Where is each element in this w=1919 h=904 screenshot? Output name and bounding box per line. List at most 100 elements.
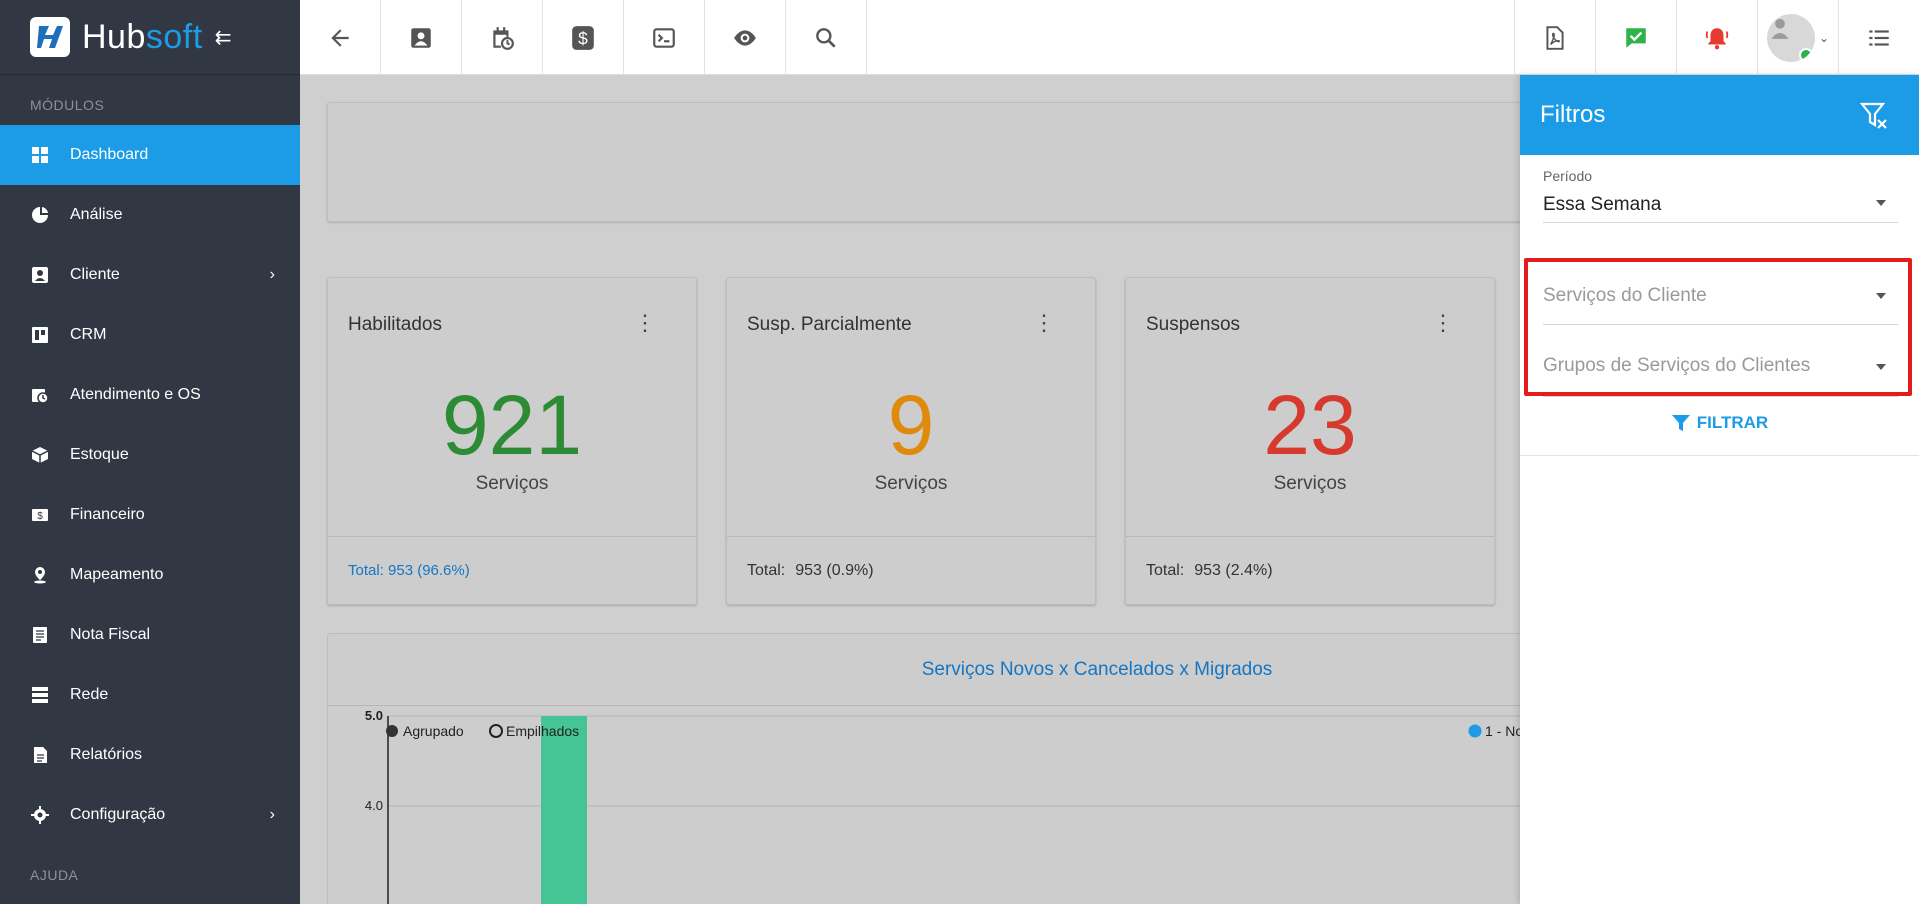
card-unit: Serviços [1273, 473, 1347, 494]
sidebar-item-label: Cliente [70, 266, 120, 283]
card-footer-link[interactable]: Total: 953 (96.6%) [348, 562, 470, 579]
y-tick-label: 4.0 [365, 798, 383, 813]
svg-text:$: $ [37, 511, 43, 522]
sidebar-item-cliente[interactable]: Cliente › [0, 245, 300, 305]
card-susp-parcialmente: Susp. Parcialmente ⋮ 9 Serviços Total: 9… [726, 277, 1096, 605]
dashboard-icon [30, 145, 50, 165]
period-select[interactable]: Período Essa Semana [1543, 168, 1898, 223]
card-footer: Total: 953 (0.9%) [727, 536, 1095, 604]
gear-icon [30, 805, 50, 825]
card-unit: Serviços [475, 473, 549, 494]
sidebar-item-estoque[interactable]: Estoque [0, 425, 300, 485]
filter-button-label: FILTRAR [1696, 413, 1769, 432]
sidebar-item-label: Estoque [70, 446, 129, 463]
hubsoft-logo-icon[interactable] [30, 17, 70, 57]
filter-remove-icon [1859, 102, 1887, 129]
card-title: Habilitados [348, 314, 442, 335]
card-unit: Serviços [874, 473, 948, 494]
tasks-button[interactable] [1595, 0, 1676, 75]
card-value: 9 [887, 378, 935, 472]
sidebar-item-configuracao[interactable]: Configuração › [0, 785, 300, 845]
sidebar-item-rede[interactable]: Rede [0, 665, 300, 725]
chevron-down-icon: ⌄ [1818, 30, 1830, 45]
search-button[interactable] [786, 0, 867, 75]
pdf-icon [1546, 25, 1564, 50]
filter-button[interactable]: FILTRAR [1520, 413, 1919, 433]
service-groups-select[interactable]: Grupos de Serviços do Clientes [1543, 355, 1898, 397]
eye-icon [734, 29, 756, 46]
calendar-clock-icon [493, 26, 514, 50]
legend-label[interactable]: 1 - No [1485, 723, 1523, 739]
card-footer: Total: 953 (2.4%) [1126, 536, 1494, 604]
collapse-menu-icon[interactable]: ⇇ [214, 26, 232, 49]
divider [1520, 455, 1919, 456]
radio-grouped-icon[interactable] [386, 725, 398, 737]
back-button[interactable] [300, 0, 381, 75]
more-vert-icon[interactable]: ⋮ [1432, 310, 1454, 335]
client-button[interactable] [381, 0, 462, 75]
sidebar-item-mapeamento[interactable]: Mapeamento [0, 545, 300, 605]
sidebar-item-label: Análise [70, 206, 123, 223]
chart-area: 5.0 4.0 Agrupado Empilhados 1 - No [328, 706, 1528, 904]
terminal-icon [653, 27, 675, 48]
list-menu-button[interactable] [1838, 0, 1919, 75]
terminal-button[interactable] [624, 0, 705, 75]
chart-bar [541, 716, 587, 904]
calendar-clock-icon [30, 385, 50, 405]
clear-filter-button[interactable] [1859, 101, 1889, 138]
filters-header: Filtros [1520, 75, 1919, 155]
sidebar-item-label: Mapeamento [70, 566, 164, 583]
sidebar-item-analise[interactable]: Análise [0, 185, 300, 245]
services-select[interactable]: Serviços do Cliente [1543, 285, 1898, 325]
box-icon [30, 445, 50, 465]
sidebar-item-label: Relatórios [70, 746, 143, 763]
filters-panel: Filtros Período Essa Semana Serviços do … [1520, 75, 1919, 904]
sidebar-item-label: CRM [70, 326, 107, 343]
sidebar-item-crm[interactable]: CRM [0, 305, 300, 365]
map-pin-icon [30, 565, 50, 585]
pdf-button[interactable] [1514, 0, 1595, 75]
sidebar-item-atendimento[interactable]: Atendimento e OS [0, 365, 300, 425]
finance-button[interactable]: $ [543, 0, 624, 75]
filter-icon [1671, 415, 1690, 431]
radio-stacked-icon[interactable] [489, 724, 503, 738]
period-value: Essa Semana [1543, 194, 1662, 215]
period-label: Período [1543, 168, 1593, 184]
sidebar-item-nota-fiscal[interactable]: Nota Fiscal [0, 605, 300, 665]
more-vert-icon[interactable]: ⋮ [1033, 310, 1055, 335]
card-footer-value: 953 (2.4%) [1194, 561, 1273, 579]
more-vert-icon[interactable]: ⋮ [634, 310, 656, 335]
top-panel [327, 102, 1527, 222]
view-button[interactable] [705, 0, 786, 75]
card-suspensos: Suspensos ⋮ 23 Serviços Total: 953 (2.4%… [1125, 277, 1495, 605]
sidebar-item-label: Dashboard [70, 146, 149, 163]
avatar [1766, 13, 1815, 62]
chart-title: Serviços Novos x Cancelados x Migrados [328, 634, 1526, 706]
svg-text:$: $ [578, 28, 588, 48]
chevron-right-icon: › [269, 266, 275, 283]
user-menu[interactable]: ⌄ [1757, 0, 1838, 75]
sidebar-item-label: Nota Fiscal [70, 626, 151, 643]
alerts-button[interactable] [1676, 0, 1757, 75]
server-icon [30, 685, 50, 705]
sidebar-item-relatorios[interactable]: Relatórios [0, 725, 300, 785]
card-value: 921 [441, 378, 583, 472]
card-footer-label: Total: [1146, 561, 1185, 579]
sidebar-item-dashboard[interactable]: Dashboard [0, 125, 300, 185]
services-placeholder: Serviços do Cliente [1543, 285, 1707, 306]
schedule-button[interactable] [462, 0, 543, 75]
brand-name-soft: soft [145, 17, 203, 56]
chart-svg: 5.0 4.0 Agrupado Empilhados 1 - No [365, 708, 1528, 904]
toggle-stacked-label[interactable]: Empilhados [506, 723, 579, 739]
sidebar-item-financeiro[interactable]: $ Financeiro [0, 485, 300, 545]
sidebar-item-label: Atendimento e OS [70, 386, 201, 403]
toggle-grouped-label[interactable]: Agrupado [403, 723, 464, 739]
card-title: Susp. Parcialmente [747, 314, 912, 335]
main-content: Habilitados ⋮ 921 Serviços Total: 953 (9… [300, 75, 1528, 904]
dollar-icon: $ [572, 25, 594, 50]
toolbar-right: ⌄ [1514, 0, 1919, 75]
sidebar: Hubsoft ⇇ MÓDULOS Dashboard Análise Clie… [0, 0, 300, 904]
filters-title: Filtros [1540, 101, 1606, 128]
card-title: Suspensos [1146, 314, 1241, 335]
search-icon [816, 27, 836, 48]
